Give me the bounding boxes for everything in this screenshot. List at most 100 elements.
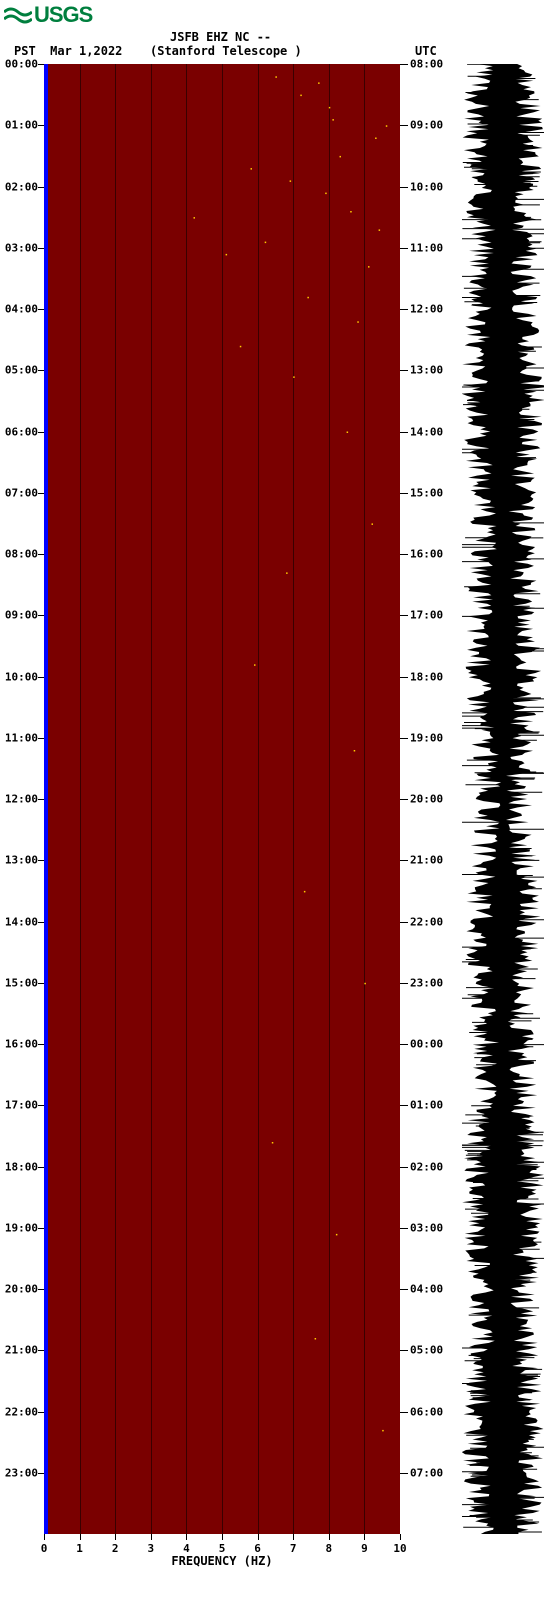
left-tick-mark (38, 1228, 44, 1229)
right-tick-mark (400, 248, 408, 249)
x-frequency-axis: FREQUENCY (HZ) 012345678910 (44, 1534, 400, 1574)
right-tick-mark (400, 370, 408, 371)
right-tick-mark (400, 309, 408, 310)
right-tick-label: 14:00 (410, 425, 443, 438)
right-tick-mark (400, 1473, 408, 1474)
right-tick-mark (400, 554, 408, 555)
left-tick-mark (38, 983, 44, 984)
right-tick-label: 22:00 (410, 915, 443, 928)
left-tick-label: 03:00 (5, 241, 38, 254)
usgs-logo: USGS (0, 0, 552, 30)
x-tick-mark (186, 1534, 187, 1540)
right-tick-mark (400, 1412, 408, 1413)
x-tick-label: 2 (112, 1542, 119, 1555)
x-tick-label: 0 (41, 1542, 48, 1555)
x-tick-label: 10 (393, 1542, 406, 1555)
right-tick-label: 03:00 (410, 1221, 443, 1234)
x-tick-label: 8 (325, 1542, 332, 1555)
x-tick-label: 4 (183, 1542, 190, 1555)
left-tick-label: 09:00 (5, 609, 38, 622)
left-tick-mark (38, 1105, 44, 1106)
right-tick-mark (400, 1167, 408, 1168)
right-tick-label: 09:00 (410, 119, 443, 132)
right-tick-label: 12:00 (410, 303, 443, 316)
x-tick-mark (44, 1534, 45, 1540)
usgs-wave-icon (4, 6, 32, 24)
x-axis-label: FREQUENCY (HZ) (171, 1554, 272, 1568)
left-tick-mark (38, 615, 44, 616)
right-tick-mark (400, 187, 408, 188)
station-name: (Stanford Telescope ) (150, 44, 302, 58)
left-tick-mark (38, 922, 44, 923)
right-tick-label: 02:00 (410, 1160, 443, 1173)
right-tick-mark (400, 1228, 408, 1229)
left-tick-label: 05:00 (5, 364, 38, 377)
waveform-trace (462, 64, 544, 1534)
header-date: Mar 1,2022 (50, 44, 122, 58)
left-tick-label: 07:00 (5, 486, 38, 499)
left-tick-label: 14:00 (5, 915, 38, 928)
right-tick-label: 05:00 (410, 1344, 443, 1357)
left-tick-mark (38, 1289, 44, 1290)
right-tick-label: 17:00 (410, 609, 443, 622)
right-tick-label: 16:00 (410, 548, 443, 561)
right-tick-mark (400, 1044, 408, 1045)
left-tick-label: 12:00 (5, 793, 38, 806)
right-tick-mark (400, 922, 408, 923)
left-tick-label: 08:00 (5, 548, 38, 561)
left-tick-label: 16:00 (5, 1038, 38, 1051)
right-tick-label: 21:00 (410, 854, 443, 867)
left-tick-label: 17:00 (5, 1099, 38, 1112)
left-tick-mark (38, 187, 44, 188)
right-tick-label: 15:00 (410, 486, 443, 499)
left-tick-label: 15:00 (5, 976, 38, 989)
left-tick-mark (38, 432, 44, 433)
left-tick-mark (38, 248, 44, 249)
x-tick-label: 5 (219, 1542, 226, 1555)
left-tick-label: 22:00 (5, 1405, 38, 1418)
left-tick-label: 10:00 (5, 670, 38, 683)
right-time-axis: 08:0009:0010:0011:0012:0013:0014:0015:00… (400, 64, 450, 1534)
waveform-path (462, 64, 544, 1534)
x-tick-mark (329, 1534, 330, 1540)
right-tick-mark (400, 1289, 408, 1290)
right-tick-mark (400, 677, 408, 678)
left-tick-mark (38, 1350, 44, 1351)
left-tick-label: 11:00 (5, 731, 38, 744)
right-tick-mark (400, 738, 408, 739)
left-tick-mark (38, 1412, 44, 1413)
right-tick-label: 06:00 (410, 1405, 443, 1418)
x-tick-label: 6 (254, 1542, 261, 1555)
right-tick-label: 20:00 (410, 793, 443, 806)
left-tick-mark (38, 677, 44, 678)
right-tick-mark (400, 1105, 408, 1106)
right-tick-label: 04:00 (410, 1283, 443, 1296)
left-tick-label: 01:00 (5, 119, 38, 132)
x-tick-mark (293, 1534, 294, 1540)
right-tick-mark (400, 615, 408, 616)
left-tick-mark (38, 1044, 44, 1045)
left-tz: PST (14, 44, 36, 58)
chart-header: JSFB EHZ NC -- PST Mar 1,2022 (Stanford … (0, 30, 552, 64)
right-tick-label: 00:00 (410, 1038, 443, 1051)
x-tick-label: 9 (361, 1542, 368, 1555)
x-tick-label: 7 (290, 1542, 297, 1555)
right-tick-label: 01:00 (410, 1099, 443, 1112)
right-tick-label: 07:00 (410, 1466, 443, 1479)
right-tick-mark (400, 983, 408, 984)
right-tick-label: 08:00 (410, 58, 443, 71)
station-id: JSFB EHZ NC -- (170, 30, 271, 44)
left-tick-label: 02:00 (5, 180, 38, 193)
x-tick-label: 1 (76, 1542, 83, 1555)
left-tick-label: 04:00 (5, 303, 38, 316)
left-tick-label: 21:00 (5, 1344, 38, 1357)
x-tick-mark (400, 1534, 401, 1540)
left-tick-label: 00:00 (5, 58, 38, 71)
left-timezone-date: PST Mar 1,2022 (14, 44, 122, 58)
x-tick-mark (222, 1534, 223, 1540)
spectrogram-speckles (44, 64, 400, 1534)
x-tick-label: 3 (147, 1542, 154, 1555)
left-tick-label: 06:00 (5, 425, 38, 438)
spectrogram (44, 64, 400, 1534)
right-tick-mark (400, 125, 408, 126)
